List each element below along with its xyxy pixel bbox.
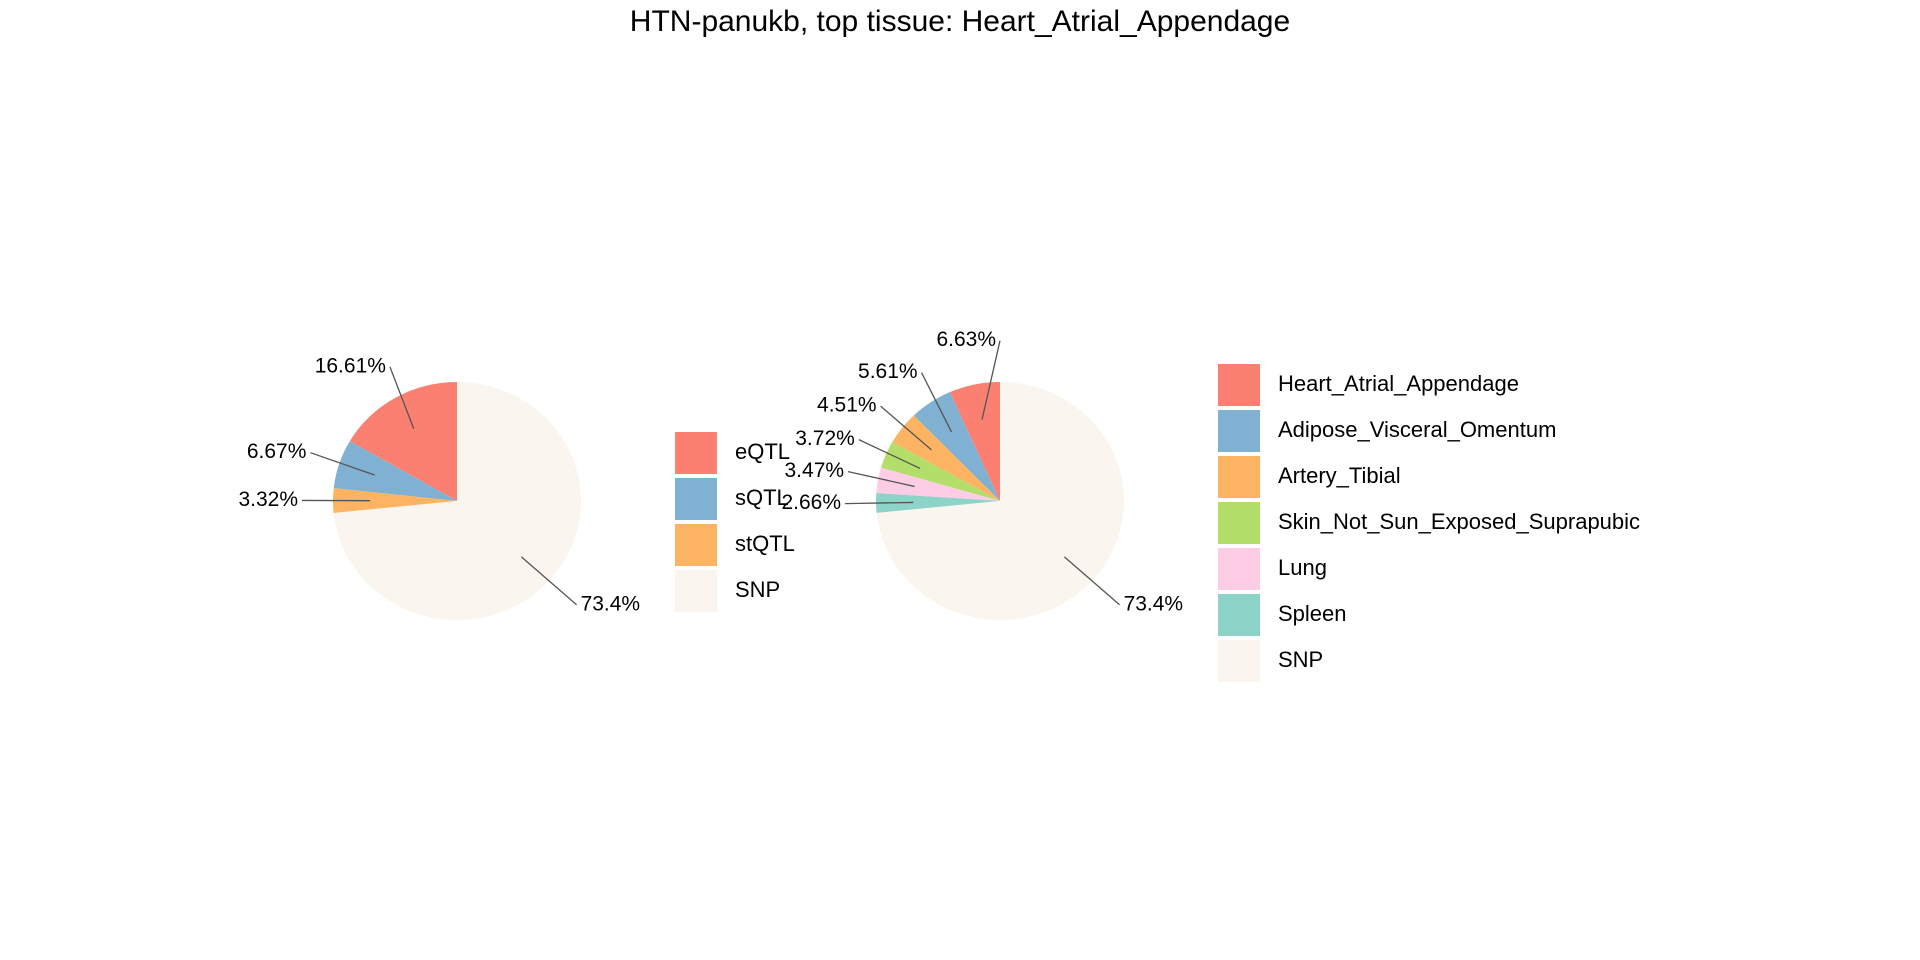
leader-line — [1063, 556, 1120, 606]
legend-swatch — [1218, 502, 1260, 544]
slice-label: 4.51% — [817, 394, 877, 417]
leader-line — [858, 439, 921, 470]
legend-label: eQTL — [735, 439, 790, 464]
slice-label: 73.4% — [581, 592, 641, 615]
leader-line — [520, 556, 577, 606]
legend-swatch — [1218, 456, 1260, 498]
pie-slice — [876, 467, 1000, 501]
slice-label: 2.66% — [781, 491, 841, 514]
pie-slice — [333, 382, 582, 621]
legend-label: Spleen — [1278, 601, 1347, 626]
legend-swatch — [675, 570, 717, 612]
legend-label: SNP — [1278, 647, 1323, 672]
pie-slice — [880, 442, 1000, 501]
legend-swatch — [675, 432, 717, 474]
slice-label: 5.61% — [858, 360, 918, 383]
legend-label: Artery_Tibial — [1278, 463, 1401, 488]
pie-slice — [913, 392, 1000, 501]
slice-label: 3.32% — [238, 488, 298, 511]
leader-line — [310, 452, 375, 476]
leader-line — [845, 501, 914, 505]
legend-swatch — [1218, 410, 1260, 452]
legend-swatch — [1218, 364, 1260, 406]
pie-slice — [349, 382, 457, 501]
legend-label: sQTL — [735, 485, 789, 510]
legend-label: Lung — [1278, 555, 1327, 580]
legend-label: SNP — [735, 577, 780, 602]
slice-label: 16.61% — [315, 354, 386, 377]
legend-label: Adipose_Visceral_Omentum — [1278, 417, 1556, 442]
legend-swatch — [1218, 640, 1260, 682]
pie-slice — [876, 382, 1124, 621]
legend-swatch — [675, 478, 717, 520]
legend-label: Skin_Not_Sun_Exposed_Suprapubic — [1278, 509, 1640, 534]
pie-slice — [333, 488, 457, 513]
leader-line — [920, 372, 953, 433]
pie-slice — [892, 415, 1000, 501]
slice-label: 73.4% — [1124, 592, 1184, 615]
legend-label: Heart_Atrial_Appendage — [1278, 371, 1519, 396]
slice-label: 3.72% — [795, 427, 855, 450]
figure-title: HTN-panukb, top tissue: Heart_Atrial_App… — [630, 5, 1290, 38]
slice-label: 6.67% — [247, 440, 307, 463]
pie-slice — [876, 493, 1000, 513]
leader-line — [389, 366, 415, 430]
slice-label: 6.63% — [936, 328, 996, 351]
slice-label: 3.47% — [785, 459, 845, 482]
leader-line — [847, 470, 915, 488]
leader-line — [981, 340, 1001, 420]
legend-swatch — [1218, 594, 1260, 636]
legend-swatch — [1218, 548, 1260, 590]
legend-swatch — [675, 524, 717, 566]
leader-line — [880, 405, 932, 451]
pie-slice — [333, 441, 457, 501]
legend-label: stQTL — [735, 531, 795, 556]
pie-slice — [949, 382, 1000, 501]
